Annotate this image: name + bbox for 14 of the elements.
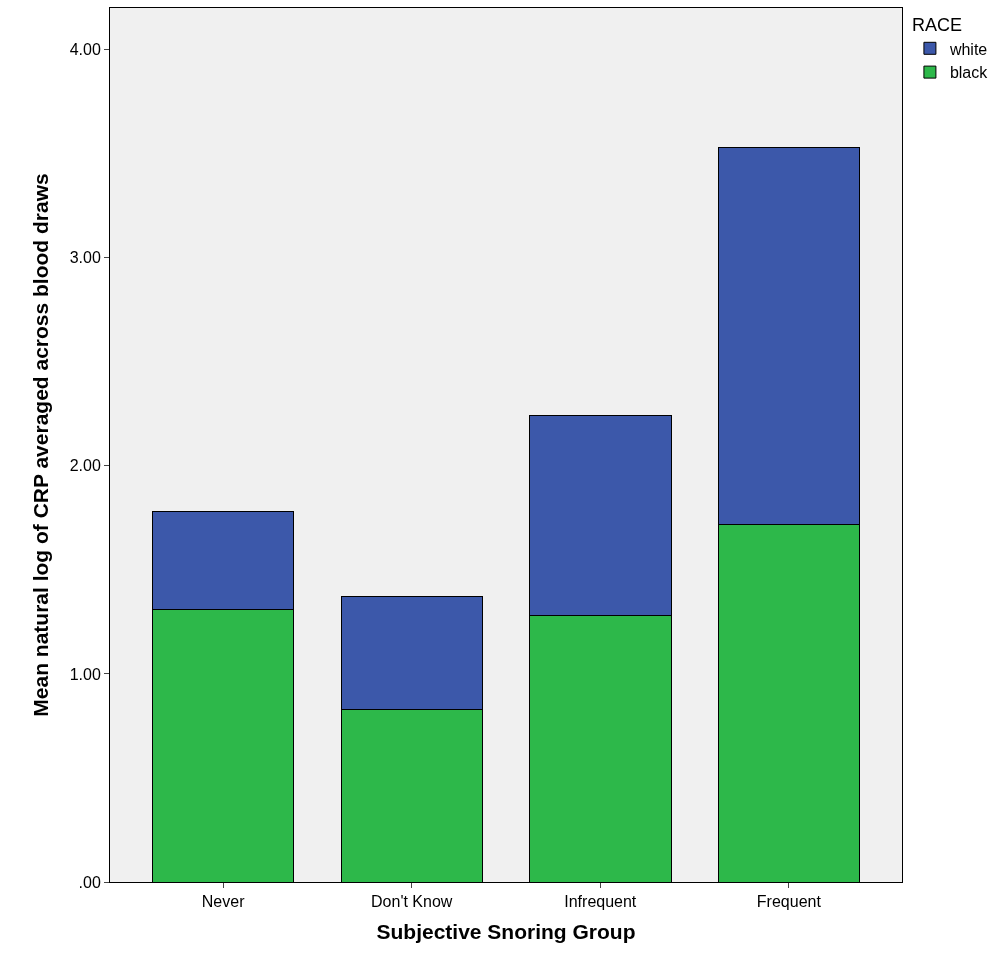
legend-label: black (949, 64, 989, 82)
y-tick-label: .00 (78, 873, 101, 891)
y-tick-label: 4.00 (69, 41, 101, 59)
x-tick-label: Infrequent (564, 893, 637, 911)
legend-title: RACE (911, 15, 962, 36)
y-tick-label: 2.00 (69, 457, 101, 475)
x-tick-label: Frequent (756, 893, 822, 911)
legend-label: white (948, 40, 988, 58)
x-axis-title: Subjective Snoring Group (376, 920, 636, 944)
x-tick-label: Don't Know (371, 893, 453, 911)
x-tick-label: Never (201, 893, 246, 911)
y-tick-label: 3.00 (69, 249, 101, 267)
y-axis-title: Mean natural log of CRP averaged across blood draws (28, 173, 52, 717)
y-tick-label: 1.00 (69, 665, 101, 683)
